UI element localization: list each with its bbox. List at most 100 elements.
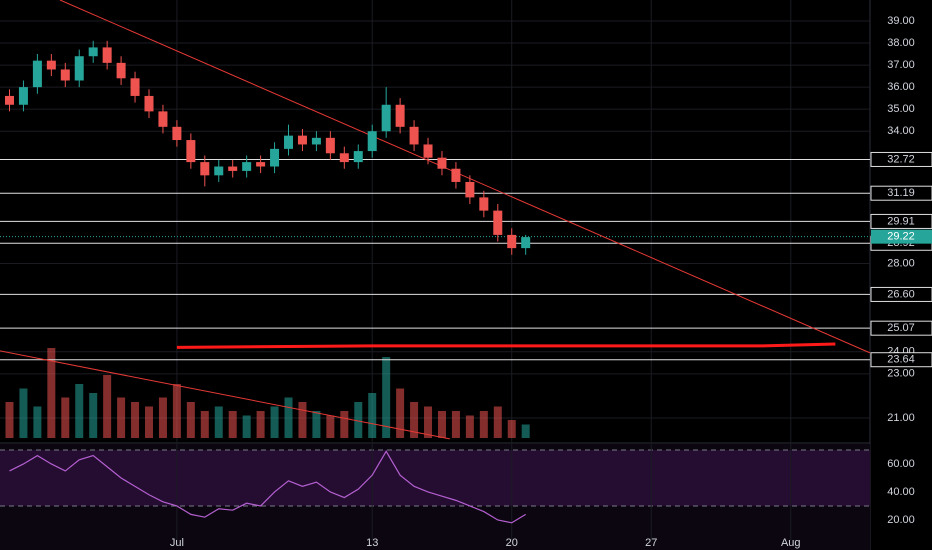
y-tick-label: 21.00: [887, 412, 915, 424]
rsi-tick-label: 40.00: [887, 486, 915, 498]
volume-bar: [507, 420, 516, 438]
candle-body: [242, 162, 252, 171]
candle-body: [102, 47, 112, 63]
level-label-box: [870, 151, 932, 167]
candle-body: [74, 56, 84, 81]
volume-bar: [75, 384, 84, 438]
volume-bar: [521, 424, 530, 438]
rsi-line: [9, 450, 526, 524]
y-tick-label: 37.00: [887, 59, 915, 71]
trend-line: [176, 342, 836, 349]
volume-bar: [493, 406, 502, 438]
candle-body: [339, 153, 349, 163]
level-label: 32.72: [887, 153, 915, 165]
candle-body: [60, 69, 70, 81]
volume-bar: [256, 411, 265, 438]
candle-body: [186, 140, 196, 163]
candle-body: [423, 144, 433, 158]
level-label: 25.07: [887, 322, 915, 334]
candle-body: [521, 237, 531, 249]
candle-body: [144, 95, 154, 112]
volume-bar: [479, 411, 488, 438]
level-label: 23.64: [887, 354, 915, 366]
level-label-box: [870, 213, 932, 229]
candle-body: [158, 111, 168, 127]
volume-bar: [200, 411, 209, 438]
volume-bar: [186, 402, 195, 438]
volume-bar: [410, 402, 419, 438]
candle-body: [200, 162, 210, 176]
candle-body: [130, 78, 140, 96]
x-tick-label: Jul: [170, 537, 184, 549]
volume-bar: [228, 411, 237, 438]
volume-bar: [214, 406, 223, 438]
volume-bar: [312, 411, 321, 438]
trend-line: [59, 0, 871, 354]
x-tick-label: Aug: [781, 537, 801, 549]
volume-bar: [437, 411, 446, 438]
level-label-box: [870, 352, 932, 368]
candle-body: [116, 62, 126, 79]
volume-bar: [340, 411, 349, 438]
candle-body: [32, 60, 42, 88]
level-label-box: [870, 320, 932, 336]
candle-body: [256, 162, 266, 167]
volume-bar: [117, 397, 126, 438]
candle-body: [479, 197, 489, 211]
level-label: 29.91: [887, 215, 915, 227]
volume-bar: [5, 402, 14, 438]
candle-body: [18, 87, 28, 105]
level-label: 26.60: [887, 288, 915, 300]
y-tick-label: 38.00: [887, 37, 915, 49]
candle-body: [381, 104, 391, 132]
volume-bar: [47, 348, 56, 438]
volume-bar: [270, 406, 279, 438]
candle-body: [214, 166, 224, 176]
volume-bar: [424, 406, 433, 438]
y-tick-label: 34.00: [887, 125, 915, 137]
volume-bar: [354, 402, 363, 438]
last-price-label: 29.22: [887, 231, 915, 243]
x-tick-label: 20: [506, 537, 518, 549]
level-label-box: [870, 185, 932, 201]
y-tick-label: 28.00: [887, 257, 915, 269]
candle-body: [395, 104, 405, 127]
candle-body: [46, 60, 56, 70]
candle-body: [465, 181, 475, 198]
volume-bar: [131, 402, 140, 438]
volume-bar: [465, 415, 474, 438]
y-tick-label: 36.00: [887, 81, 915, 93]
candle-body: [437, 157, 447, 169]
candle-body: [88, 47, 98, 57]
volume-bar: [33, 406, 42, 438]
candle-body: [451, 168, 461, 182]
volume-bar: [284, 397, 293, 438]
volume-bar: [103, 375, 112, 438]
candle-body: [311, 137, 321, 145]
x-tick-label: 27: [645, 537, 657, 549]
candle-body: [270, 148, 280, 167]
volume-bar: [242, 415, 251, 438]
candle-body: [4, 95, 14, 105]
candle-body: [297, 135, 307, 145]
y-tick-label: 35.00: [887, 103, 915, 115]
candle-body: [507, 234, 517, 249]
rsi-tick-label: 60.00: [887, 458, 915, 470]
candle-body: [325, 137, 335, 154]
candle-body: [353, 151, 363, 163]
volume-bar: [451, 411, 460, 438]
candle-body: [493, 210, 503, 235]
trend-line: [0, 350, 450, 440]
level-label-box: [870, 286, 932, 302]
candle-body: [228, 166, 238, 171]
volume-bar: [89, 393, 98, 438]
volume-bar: [396, 388, 405, 438]
x-tick-label: 13: [366, 537, 378, 549]
last-price-box: [871, 229, 932, 244]
candle-body: [409, 126, 419, 145]
candle-body: [284, 135, 294, 149]
volume-bar: [158, 397, 167, 438]
volume-bar: [19, 388, 28, 438]
